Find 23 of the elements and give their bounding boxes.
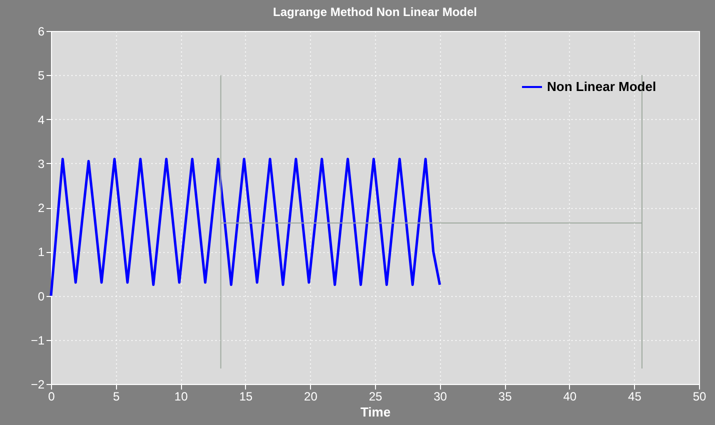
x-tick-label: 0 bbox=[48, 390, 56, 404]
y-tick-label: 3 bbox=[38, 156, 45, 171]
x-axis-title: Time bbox=[360, 404, 391, 420]
x-tick-label: 40 bbox=[563, 390, 577, 404]
chart-title: Lagrange Method Non Linear Model bbox=[272, 5, 478, 19]
x-tick-label: 15 bbox=[239, 390, 253, 404]
y-tick-label: 4 bbox=[38, 112, 45, 127]
x-tick-label: 25 bbox=[368, 390, 382, 404]
legend-label: Non Linear Model bbox=[547, 79, 656, 94]
y-tick-label: 0 bbox=[38, 289, 45, 304]
x-tick-label: 5 bbox=[112, 390, 120, 404]
y-tick-label: −2 bbox=[30, 378, 45, 392]
x-tick-label: 35 bbox=[498, 390, 512, 404]
x-tick-label: 50 bbox=[692, 390, 706, 404]
x-tick-label: 30 bbox=[434, 390, 448, 404]
x-tick-label: 45 bbox=[628, 390, 642, 404]
x-tick-label: 10 bbox=[174, 390, 188, 404]
y-tick-label: 6 bbox=[38, 24, 45, 38]
y-tick-label: 2 bbox=[38, 201, 45, 215]
y-tick-label: 5 bbox=[38, 68, 45, 83]
y-tick-label: 1 bbox=[38, 245, 45, 260]
x-tick-label: 20 bbox=[304, 390, 318, 404]
y-tick-label: −1 bbox=[30, 333, 45, 348]
